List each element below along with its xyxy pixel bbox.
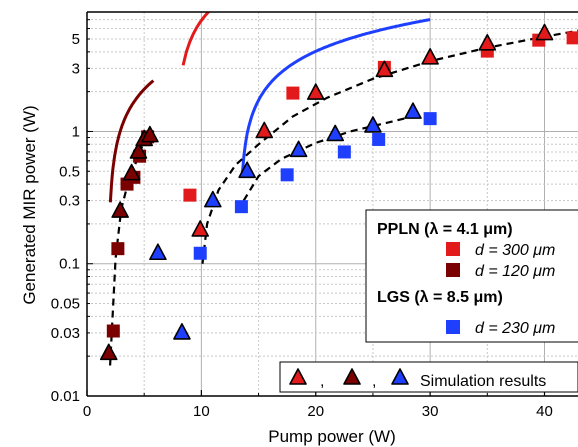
- fit-curve-red: [181, 12, 211, 66]
- simulation-point-triangle-blue: [326, 124, 344, 142]
- data-point-square-blue: [234, 200, 248, 214]
- legend-entry-120um: d = 120 μm: [475, 263, 555, 280]
- sim-legend-marker-darkred: [343, 368, 361, 385]
- y-tick-label: 0.01: [51, 388, 80, 405]
- simulation-point-triangle-blue: [364, 116, 382, 133]
- legend-swatch-darkred: [446, 263, 460, 277]
- simulation-point-triangle-blue: [204, 190, 222, 208]
- data-point-square-red: [286, 86, 300, 100]
- simulation-point-triangle-darkred: [99, 343, 118, 361]
- simulation-curve: [201, 29, 578, 264]
- simulation-point-triangle-darkred: [129, 142, 148, 159]
- legend-ppln-title: PPLN (λ = 4.1 μm): [377, 221, 513, 238]
- y-tick-label: 0.05: [51, 296, 80, 313]
- simulation-point-triangle-darkred: [122, 163, 141, 181]
- y-tick-label: 0.3: [59, 193, 80, 210]
- simulation-legend: , , Simulation results: [279, 361, 578, 393]
- x-tick-label: 30: [422, 403, 439, 420]
- y-axis-title: Generated MIR power (W): [20, 105, 39, 304]
- simulation-point-triangle-blue: [289, 140, 308, 158]
- fit-curves: [108, 12, 431, 203]
- x-axis-title: Pump power (W): [268, 427, 396, 446]
- simulation-point-triangle-red: [255, 121, 274, 139]
- data-point-square-blue: [193, 246, 207, 260]
- x-tick-label: 0: [83, 403, 91, 420]
- sim-legend-marker-blue: [391, 368, 409, 385]
- x-tick-label: 40: [536, 403, 553, 420]
- data-point-square-blue: [280, 168, 294, 182]
- tick-labels: 0 10 20 30 40 0.01 0.03 0.05 0.1 0.3 0.5 1 3 5: [51, 31, 553, 420]
- simulation-point-triangle-red: [306, 83, 325, 100]
- y-tick-label: 5: [72, 31, 80, 48]
- legend: PPLN (λ = 4.1 μm) d = 300 μm d = 120 μm …: [365, 209, 578, 343]
- data-point-square-darkred: [106, 324, 120, 338]
- data-point-square-red: [183, 188, 197, 202]
- y-tick-label: 0.5: [59, 163, 80, 180]
- data-point-square-blue: [337, 145, 351, 159]
- simulation-point-triangle-darkred: [111, 201, 129, 218]
- simulation-curve: [242, 115, 414, 202]
- legend-entry-300um: d = 300 μm: [475, 242, 555, 259]
- data-point-square-darkred: [111, 242, 125, 256]
- sim-legend-comma-1: ,: [320, 373, 324, 390]
- y-tick-label: 1: [72, 123, 80, 140]
- simulation-point-triangle-blue: [238, 161, 256, 179]
- simulation-legend-box: [279, 361, 578, 393]
- simulation-curves: [109, 29, 578, 366]
- simulation-point-triangle-red: [191, 220, 210, 237]
- legend-swatch-blue: [446, 320, 460, 334]
- legend-swatch-red: [446, 242, 460, 256]
- data-point-square-blue: [372, 132, 386, 146]
- y-tick-label: 3: [72, 60, 80, 77]
- legend-box: [365, 209, 578, 343]
- x-tick-label: 10: [193, 403, 210, 420]
- simulation-point-triangle-red: [535, 23, 554, 41]
- data-point-square-blue: [423, 112, 437, 126]
- simulation-point-triangle-blue: [404, 102, 422, 119]
- legend-lgs-title: LGS (λ = 8.5 μm): [377, 289, 503, 306]
- simulation-point-triangle-red: [375, 60, 394, 78]
- simulation-point-triangle-darkred: [141, 125, 159, 143]
- y-tick-label: 0.03: [51, 325, 80, 342]
- y-tick-label: 0.1: [59, 256, 80, 273]
- sim-legend-comma-2: ,: [372, 373, 376, 390]
- axes: [86, 11, 578, 397]
- simulation-point-triangle-blue: [149, 243, 167, 261]
- simulation-curve: [109, 130, 151, 366]
- sim-legend-marker-red: [289, 368, 307, 385]
- data-point-square-red: [566, 31, 578, 45]
- simulation-point-triangle-blue: [173, 323, 191, 340]
- simulation-point-triangle-red: [421, 48, 439, 65]
- x-tick-label: 20: [307, 403, 324, 420]
- fit-curve-darkred: [108, 79, 155, 203]
- fit-curve-blue: [241, 18, 431, 173]
- legend-entry-230um: d = 230 μm: [475, 320, 555, 337]
- sim-legend-label: Simulation results: [420, 373, 546, 390]
- simulation-point-triangle-red: [478, 33, 497, 51]
- data-markers: [99, 23, 578, 361]
